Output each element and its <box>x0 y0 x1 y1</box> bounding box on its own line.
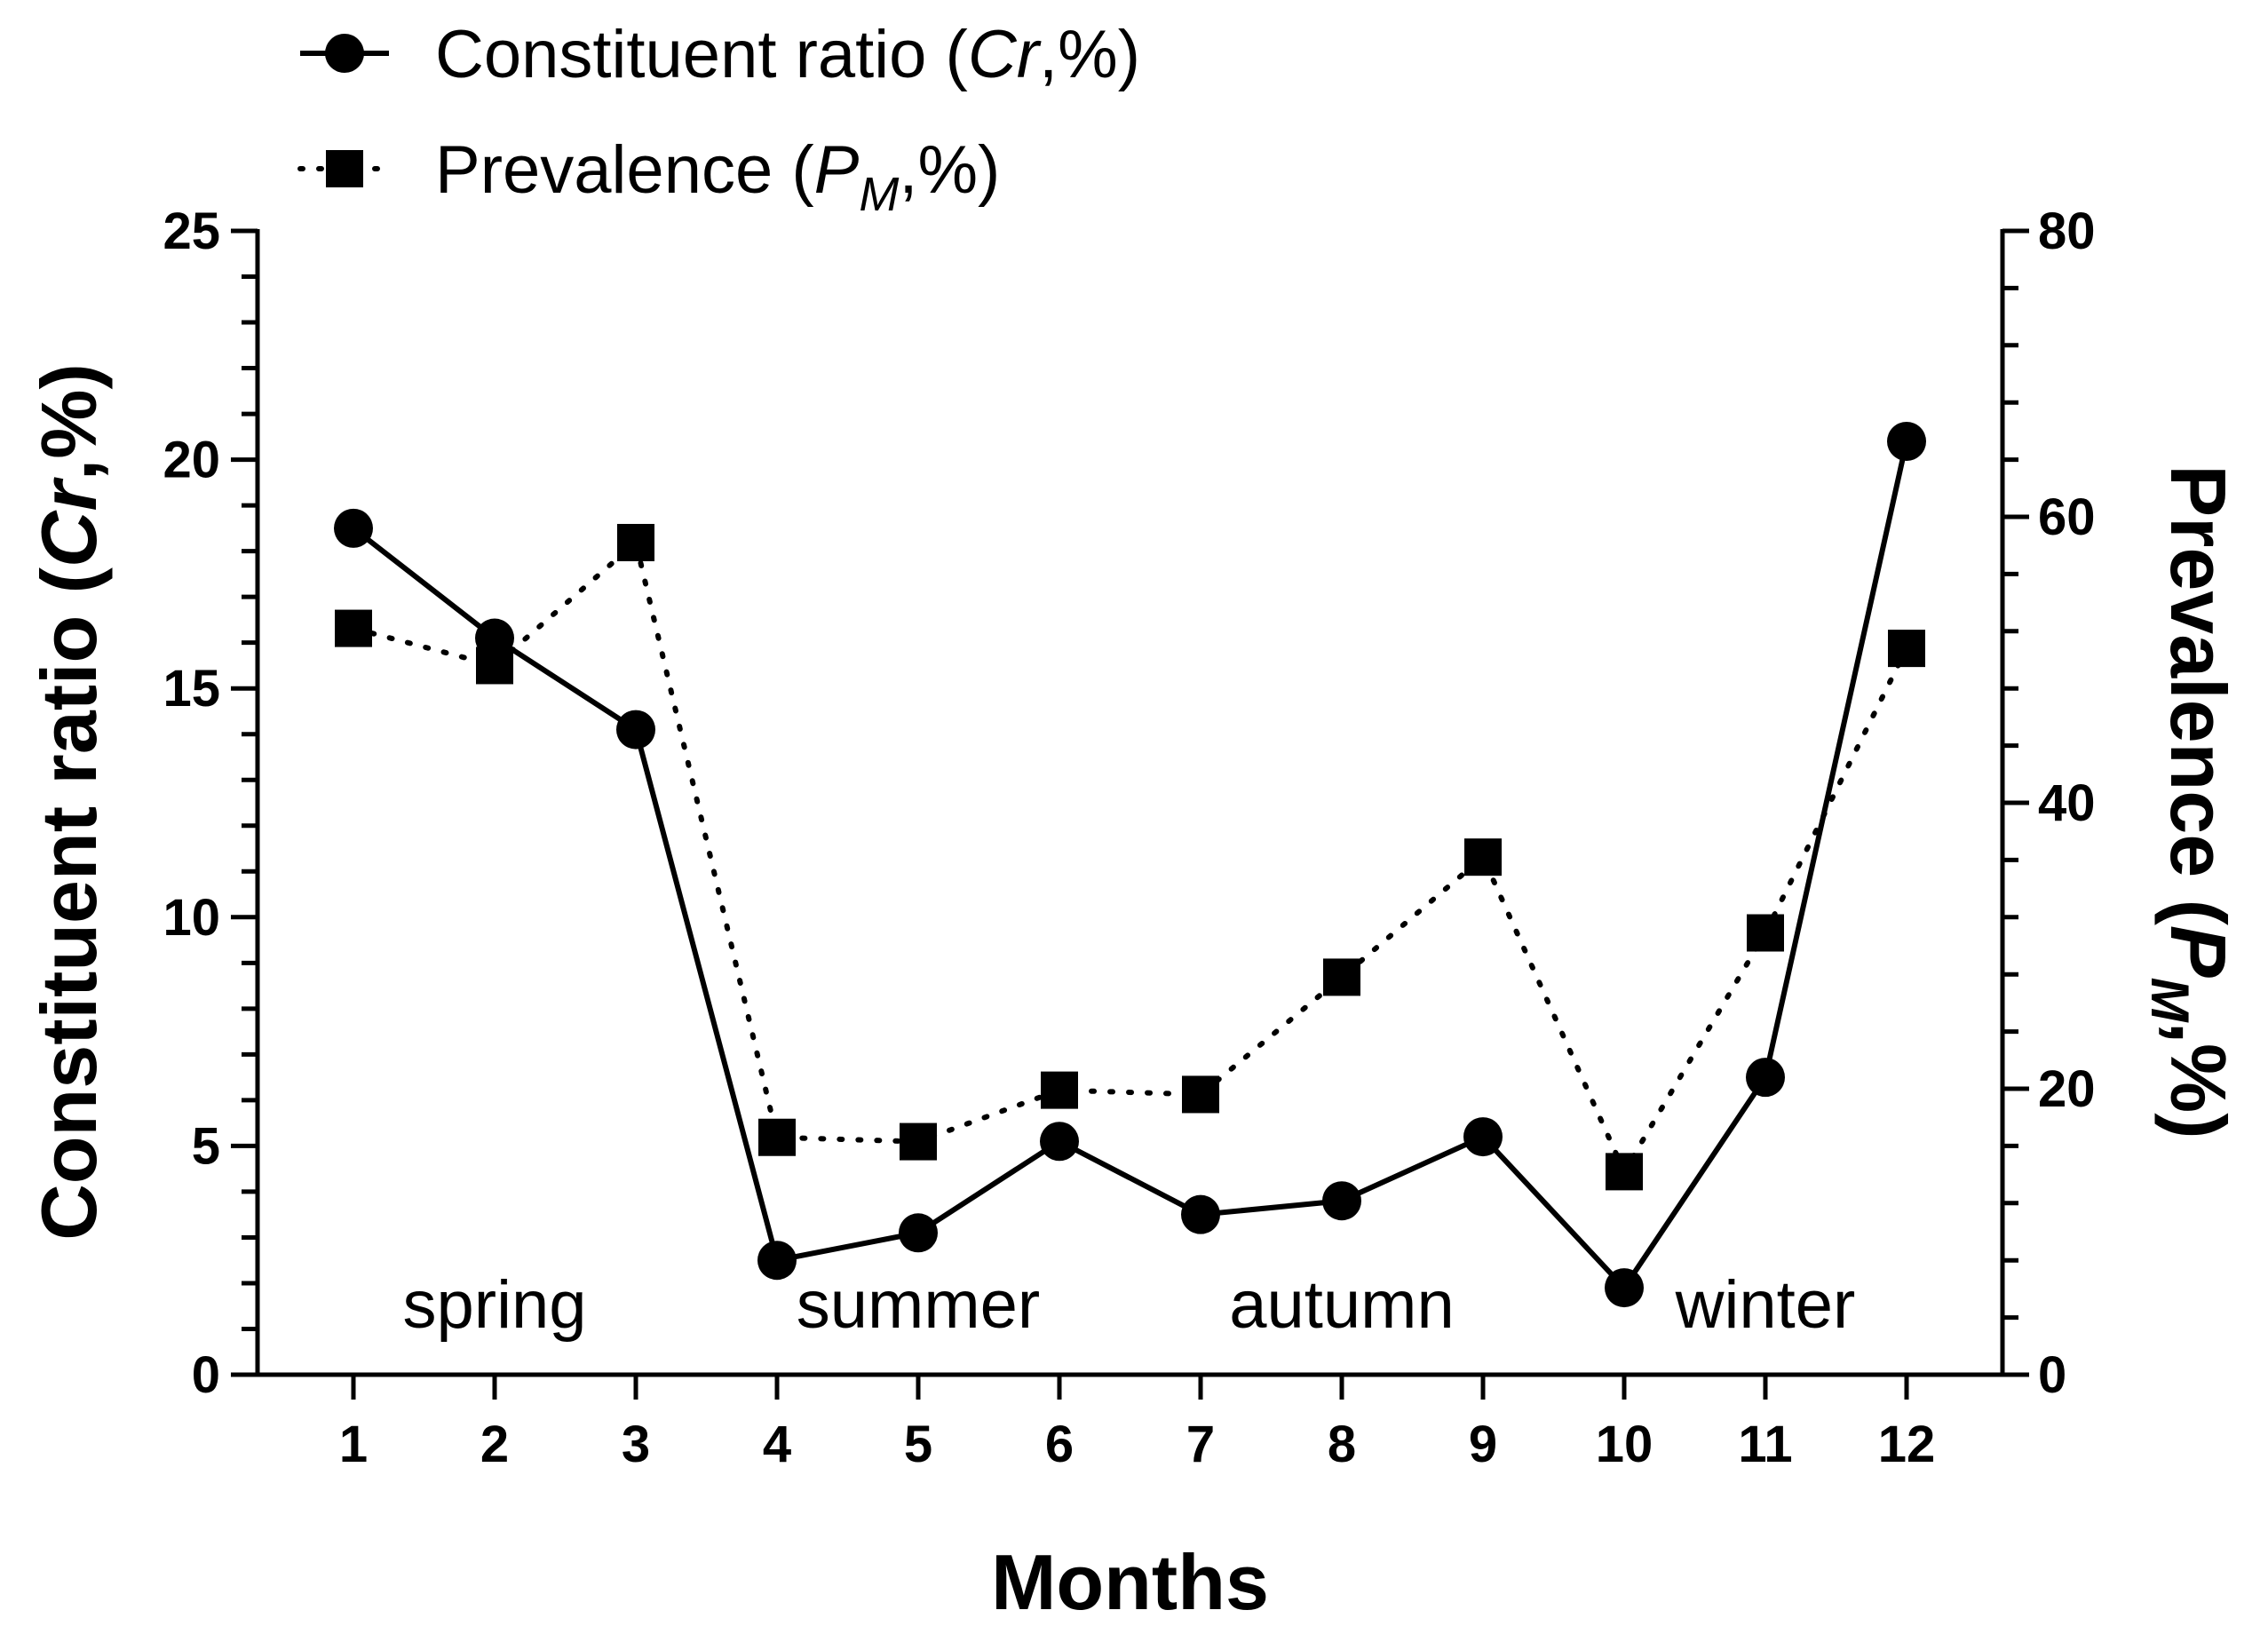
right-y-tick-label: 40 <box>2038 774 2096 832</box>
series-line-constituent-ratio <box>352 440 1909 1291</box>
constituent-ratio-point <box>616 710 655 750</box>
constituent-ratio-point <box>1463 1117 1503 1157</box>
x-tick-label: 12 <box>1878 1416 1936 1473</box>
prevalence-point <box>476 646 513 685</box>
constituent-ratio-point <box>1040 1122 1079 1162</box>
x-tick-label: 5 <box>904 1416 932 1473</box>
prevalence-point <box>900 1122 937 1161</box>
constituent-ratio-point <box>1746 1058 1785 1098</box>
x-tick-label: 4 <box>763 1416 791 1473</box>
season-annotations: spring summer autumn winter <box>403 1267 1856 1343</box>
left-y-axis-title: Constituent ratio (Cr,%) <box>25 363 113 1241</box>
prevalence-point <box>335 609 372 647</box>
right-y-tick-label: 80 <box>2038 202 2096 260</box>
legend-circle-marker <box>325 34 364 73</box>
constituent-ratio-point <box>757 1241 797 1281</box>
x-tick-label: 7 <box>1186 1416 1215 1473</box>
x-tick-label: 8 <box>1328 1416 1356 1473</box>
legend-entry-label: Constituent ratio (Cr,%) <box>435 17 1140 92</box>
prevalence-point <box>1747 914 1784 952</box>
series-layer <box>334 421 1926 1308</box>
constituent-ratio-point <box>1322 1181 1361 1221</box>
prevalence-point <box>1182 1075 1219 1114</box>
x-tick-label: 10 <box>1596 1416 1653 1473</box>
axis-titles: Months Constituent ratio (Cr,%) Prevalence… <box>25 363 2242 1626</box>
right-y-tick-label: 60 <box>2038 488 2096 546</box>
constituent-ratio-point <box>334 508 373 548</box>
left-y-tick-label: 20 <box>163 432 220 489</box>
legend-entry-label: Prevalence (PM,%) <box>435 132 1000 221</box>
x-tick-label: 1 <box>339 1416 368 1473</box>
x-axis-title: Months <box>991 1538 1269 1626</box>
left-y-tick-label: 25 <box>163 202 220 260</box>
left-y-tick-label: 10 <box>163 889 220 947</box>
prevalence-point <box>1888 630 1925 668</box>
x-tick-label: 6 <box>1045 1416 1074 1473</box>
prevalence-point <box>758 1118 796 1156</box>
constituent-ratio-point <box>1605 1268 1644 1308</box>
left-y-tick-label: 5 <box>192 1117 220 1175</box>
constituent-ratio-point <box>899 1213 938 1253</box>
left-y-tick-label: 15 <box>163 660 220 718</box>
season-label-spring: spring <box>403 1267 587 1343</box>
right-y-tick-label: 20 <box>2038 1060 2096 1118</box>
constituent-ratio-point <box>1181 1194 1220 1234</box>
prevalence-point <box>1323 958 1360 996</box>
left-y-tick-label: 0 <box>192 1346 220 1404</box>
prevalence-point <box>1606 1153 1643 1191</box>
series-line-prevalence <box>351 539 1909 1175</box>
x-tick-label: 3 <box>622 1416 650 1473</box>
prevalence-point <box>617 523 654 561</box>
constituent-ratio-point <box>1887 421 1926 461</box>
right-y-tick-label: 0 <box>2038 1346 2066 1404</box>
x-tick-label: 11 <box>1738 1416 1792 1473</box>
season-label-winter: winter <box>1675 1267 1856 1343</box>
legend-square-marker <box>326 150 363 187</box>
season-label-autumn: autumn <box>1229 1267 1455 1343</box>
right-y-axis-title: Prevalence (PM,%) <box>2140 464 2242 1138</box>
x-tick-label: 2 <box>480 1416 509 1473</box>
legend: Constituent ratio (Cr,%) Prevalence (PM,%… <box>297 17 1140 221</box>
prevalence-point <box>1041 1071 1078 1109</box>
prevalence-point <box>1464 838 1502 876</box>
season-label-summer: summer <box>797 1267 1040 1343</box>
x-tick-label: 9 <box>1469 1416 1497 1473</box>
